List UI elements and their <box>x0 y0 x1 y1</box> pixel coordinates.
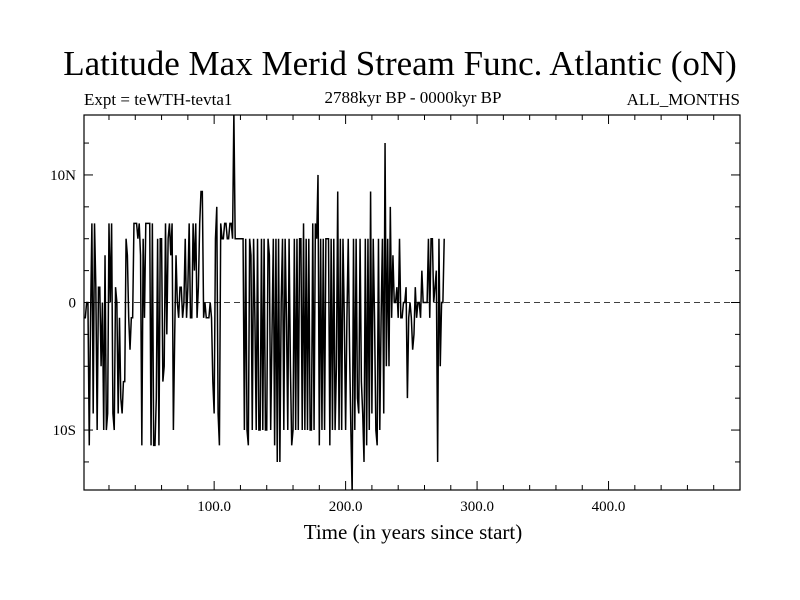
x-tick-label: 400.0 <box>592 499 626 515</box>
y-tick-label: 10S <box>53 423 76 439</box>
experiment-label: Expt = teWTH-tevta1 <box>84 90 233 109</box>
chart-title: Latitude Max Merid Stream Func. Atlantic… <box>63 44 737 83</box>
plot-layer <box>84 115 740 490</box>
x-tick-label: 200.0 <box>329 499 363 515</box>
series-line-0 <box>84 115 445 490</box>
period-label: 2788kyr BP - 0000kyr BP <box>324 88 502 107</box>
season-label: ALL_MONTHS <box>626 90 740 109</box>
y-tick-label: 0 <box>69 296 77 312</box>
y-tick-label: 10N <box>50 168 76 184</box>
x-axis-label: Time (in years since start) <box>303 520 523 544</box>
x-tick-label: 100.0 <box>197 499 231 515</box>
x-tick-label: 300.0 <box>460 499 494 515</box>
plot-frame <box>83 114 741 491</box>
axis-ticks: 100.0 200.0 300.0 400.0 10S 0 10N <box>50 115 740 515</box>
